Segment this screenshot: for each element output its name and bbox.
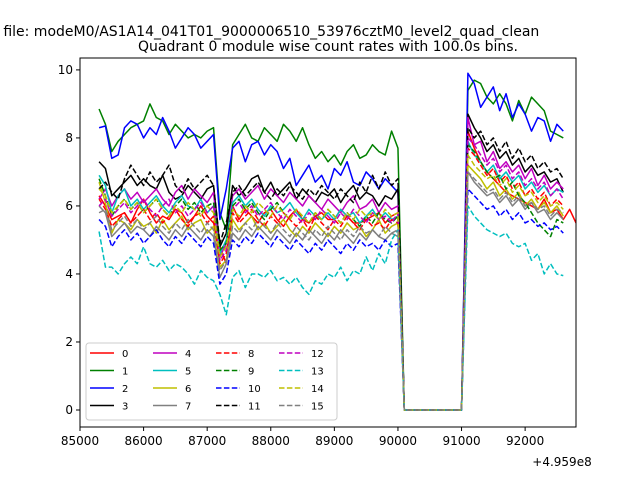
x-tick-label: 88000: [252, 434, 290, 448]
y-tick-label: 2: [65, 335, 73, 349]
legend-label-15: 15: [311, 402, 324, 413]
legend-label-8: 8: [248, 349, 254, 360]
series-line-1: [98, 79, 564, 411]
series-line-9: [98, 143, 564, 411]
legend-label-11: 11: [248, 402, 261, 413]
y-tick-label: 6: [65, 199, 73, 213]
x-tick-label: 91000: [442, 434, 480, 448]
series-line-11: [98, 126, 564, 411]
x-axis: 85000 86000 87000 88000 89000 90000 91000 92000: [61, 427, 544, 448]
x-tick-label: 89000: [315, 434, 353, 448]
series-line-3: [98, 113, 564, 411]
series-line-10: [98, 188, 564, 411]
legend-label-10: 10: [248, 384, 261, 395]
y-tick-label: 4: [65, 267, 73, 281]
figure-suptitle: n file: modeM0/AS1A14_041T01_9000006510_…: [0, 24, 539, 40]
series-line-6: [98, 164, 564, 411]
series-layer: [98, 72, 576, 411]
y-tick-label: 10: [58, 63, 73, 77]
legend-label-12: 12: [311, 349, 324, 360]
legend-label-5: 5: [185, 367, 191, 378]
x-offset-label: +4.959e8: [532, 455, 591, 469]
legend-label-2: 2: [122, 384, 128, 395]
legend-box: [85, 342, 338, 421]
legend-label-13: 13: [311, 367, 324, 378]
series-line-12: [98, 137, 564, 411]
series-line-7: [98, 171, 564, 411]
y-tick-label: 0: [65, 403, 73, 417]
y-tick-label: 8: [65, 131, 73, 145]
series-line-14: [98, 154, 564, 411]
x-tick-label: 87000: [188, 434, 226, 448]
legend-label-3: 3: [122, 402, 128, 413]
plot-frame: [79, 57, 577, 428]
legend-label-4: 4: [185, 349, 191, 360]
legend-label-6: 6: [185, 384, 191, 395]
x-tick-label: 85000: [61, 434, 99, 448]
x-tick-label: 86000: [124, 434, 162, 448]
x-tick-label: 92000: [506, 434, 544, 448]
legend-label-1: 1: [122, 367, 128, 378]
x-tick-label: 90000: [379, 434, 417, 448]
series-line-15: [98, 171, 564, 411]
legend-label-9: 9: [248, 367, 254, 378]
legend-label-0: 0: [122, 349, 128, 360]
y-axis: 0 2 4 6 8 10: [58, 63, 80, 417]
series-line-13: [98, 205, 564, 411]
series-line-8: [98, 147, 564, 411]
chart-title: Quadrant 0 module wise count rates with …: [138, 39, 518, 55]
legend-label-7: 7: [185, 402, 191, 413]
series-line-4: [98, 116, 564, 411]
series-line-2: [98, 72, 564, 411]
legend-label-14: 14: [311, 384, 324, 395]
